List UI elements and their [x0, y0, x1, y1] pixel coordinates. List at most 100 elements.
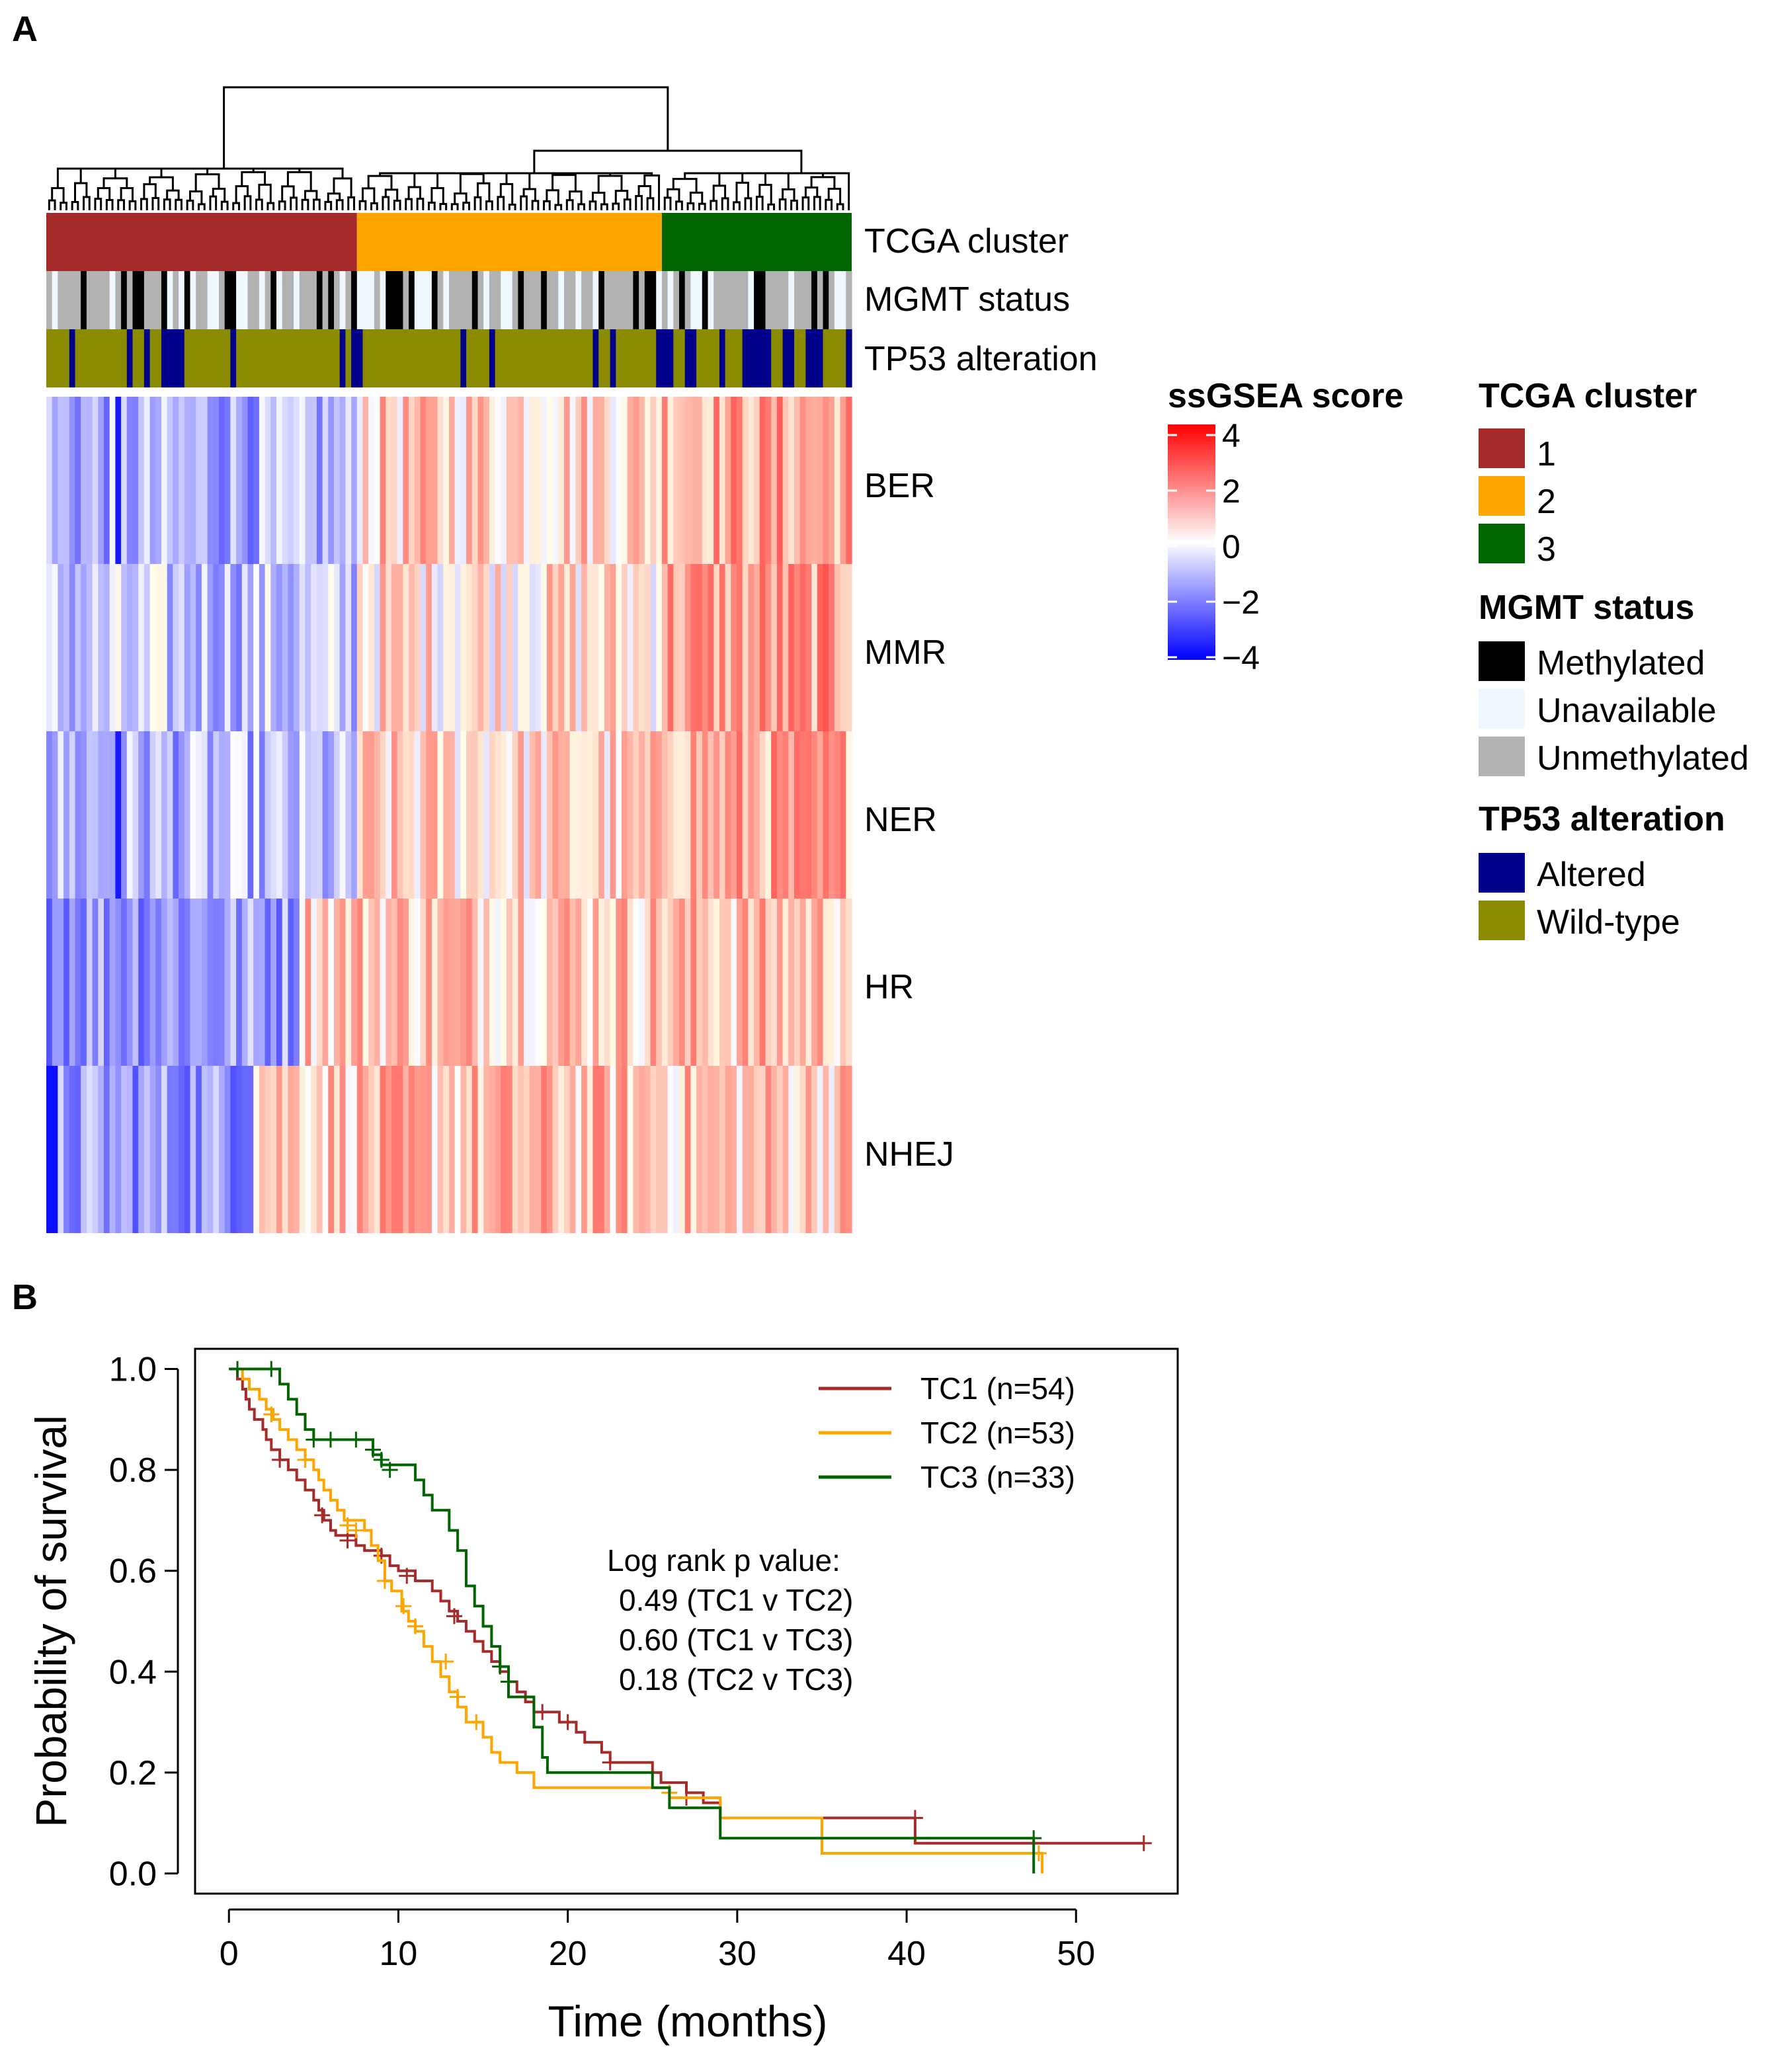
heatmap-cell — [270, 397, 277, 564]
heatmap-cell — [725, 899, 731, 1066]
heatmap-cell — [782, 731, 789, 899]
heatmap-cell — [581, 564, 588, 731]
dendrogram-link — [430, 187, 444, 204]
heatmap-cell — [380, 731, 386, 899]
tp53-alteration-cell — [650, 329, 657, 387]
heatmap-cell — [126, 731, 134, 899]
heatmap-cell — [529, 397, 536, 564]
dendrogram-link — [710, 200, 718, 210]
heatmap-cell — [765, 564, 772, 731]
heatmap-cell — [546, 899, 553, 1066]
heatmap-cell — [656, 731, 663, 899]
dendrogram-link — [755, 196, 764, 210]
heatmap-cell — [345, 731, 352, 899]
heatmap-cell — [149, 564, 156, 731]
heatmap-cell — [380, 899, 386, 1066]
heatmap-cell — [213, 731, 220, 899]
heatmap-cell — [356, 899, 364, 1066]
dendrogram-link — [358, 200, 367, 210]
heatmap-cell — [846, 899, 852, 1066]
dendrogram-link — [477, 182, 491, 202]
heatmap-cell — [794, 899, 801, 1066]
tp53-alteration-cell — [690, 329, 697, 387]
heatmap-cell — [253, 1066, 260, 1233]
dendrogram-link — [718, 172, 744, 186]
tcga-cluster-block-2 — [356, 213, 662, 271]
dendrogram-link — [505, 172, 531, 189]
heatmap-cell — [443, 1066, 450, 1233]
km-curves — [229, 1361, 1152, 1874]
heatmap-cell — [667, 397, 674, 564]
heatmap-cell — [477, 899, 484, 1066]
heatmap-cell — [639, 564, 645, 731]
dendrogram-link — [551, 174, 577, 192]
heatmap-cell — [322, 731, 329, 899]
heatmap-cell — [805, 899, 812, 1066]
heatmap-cell — [259, 899, 266, 1066]
heatmap-cell — [759, 731, 766, 899]
heatmap-cell — [81, 1066, 87, 1233]
heatmap-cell — [788, 564, 795, 731]
heatmap-cell — [846, 397, 852, 564]
heatmap-cell — [466, 731, 473, 899]
heatmap-cell — [581, 397, 588, 564]
mgmt-status-cell — [259, 271, 266, 329]
tp53-alteration-annotation-bar — [46, 329, 852, 387]
heatmap-cell — [155, 731, 162, 899]
heatmap-cell — [299, 397, 306, 564]
mgmt-status-cell — [345, 271, 352, 329]
tp53-alteration-cell — [414, 329, 421, 387]
heatmap-cell — [817, 731, 824, 899]
y-tick-label: 1.0 — [109, 1351, 157, 1389]
km-censor-mark-tc1 — [314, 1507, 331, 1523]
heatmap-cell — [380, 397, 386, 564]
tp53-alteration-cell — [265, 329, 271, 387]
mgmt-status-cell — [834, 271, 841, 329]
mgmt-status-cell — [109, 271, 116, 329]
heatmap-cell — [673, 731, 680, 899]
heatmap-cell — [121, 397, 128, 564]
heatmap-cell — [161, 564, 168, 731]
mgmt-status-cell — [443, 271, 450, 329]
tp53-alteration-cell — [737, 329, 743, 387]
heatmap-cell — [86, 731, 93, 899]
heatmap-cell — [558, 397, 565, 564]
panel-a-label: A — [12, 9, 38, 49]
heatmap-cell — [811, 564, 818, 731]
heatmap-cell — [109, 899, 116, 1066]
dendrogram-link — [160, 167, 209, 178]
mgmt-status-cell — [316, 271, 323, 329]
heatmap-cell — [829, 397, 835, 564]
heatmap-cell — [449, 397, 456, 564]
mgmt-status-cell — [552, 271, 559, 329]
colorbar-ticks — [1168, 434, 1215, 659]
dendrogram-link — [675, 200, 683, 210]
heatmap-cell — [316, 564, 323, 731]
mgmt-status-cell — [708, 271, 714, 329]
heatmap-cell — [270, 1066, 277, 1233]
heatmap-cell — [622, 899, 628, 1066]
heatmap-cell — [633, 899, 639, 1066]
heatmap-cell — [241, 731, 249, 899]
heatmap-cell — [241, 397, 249, 564]
dendrogram-link — [278, 200, 286, 210]
heatmap-cell — [230, 899, 237, 1066]
mgmt-status-cell — [173, 271, 179, 329]
mgmt-status-cell — [737, 271, 743, 329]
heatmap-cell — [75, 397, 81, 564]
heatmap-cell — [179, 564, 185, 731]
dendrogram-link — [686, 202, 695, 210]
mgmt-status-cell — [501, 271, 507, 329]
heatmap-cell — [524, 899, 530, 1066]
heatmap-cell — [167, 731, 173, 899]
tp53-alteration-cell — [149, 329, 156, 387]
heatmap-cell — [328, 564, 335, 731]
dendrogram-link — [393, 200, 401, 210]
heatmap-cell — [604, 564, 611, 731]
heatmap-cell — [604, 1066, 611, 1233]
heatmap-cell — [437, 397, 444, 564]
heatmap-cell — [374, 899, 381, 1066]
dendrogram-link — [473, 196, 482, 210]
heatmap-cell — [311, 731, 317, 899]
